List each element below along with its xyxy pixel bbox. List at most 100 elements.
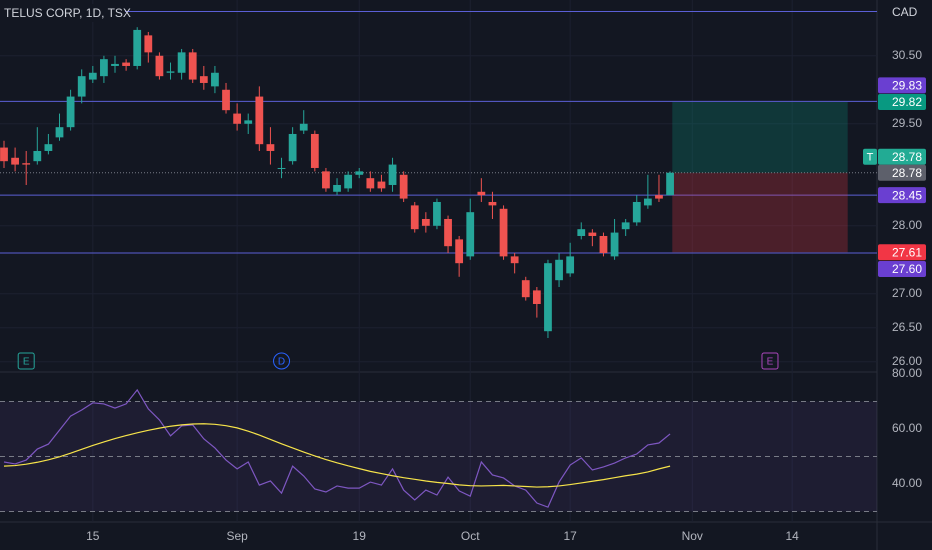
y-tick-label: 80.00 bbox=[892, 366, 922, 380]
candle-body bbox=[277, 167, 286, 169]
candle-body bbox=[355, 171, 364, 175]
candle-body bbox=[544, 263, 552, 332]
header-bg bbox=[0, 4, 125, 22]
candle-body bbox=[188, 52, 197, 80]
candle-body bbox=[333, 184, 341, 192]
candle-body bbox=[599, 235, 608, 253]
price-badge bbox=[878, 164, 926, 181]
candle-body bbox=[211, 72, 219, 87]
candle-body bbox=[632, 201, 641, 223]
candle-body bbox=[177, 52, 186, 73]
x-tick-label: Oct bbox=[461, 529, 480, 543]
candle-body bbox=[166, 71, 175, 73]
candle-body bbox=[199, 76, 208, 83]
x-tick-label: 14 bbox=[786, 529, 800, 543]
candle-body bbox=[88, 72, 97, 80]
price-badge bbox=[878, 77, 926, 94]
candle-body bbox=[566, 256, 575, 274]
y-tick-label: 60.00 bbox=[892, 421, 922, 435]
candle-body bbox=[621, 222, 630, 230]
x-tick-label: 19 bbox=[353, 529, 367, 543]
candle-body bbox=[255, 96, 264, 145]
rsi-line bbox=[3, 388, 671, 508]
currency-label: CAD bbox=[892, 5, 918, 19]
candle-body bbox=[377, 181, 386, 189]
y-tick-label: 40.00 bbox=[892, 476, 922, 490]
price-badge-label: 28.45 bbox=[892, 188, 922, 202]
candle-body bbox=[521, 280, 530, 298]
x-tick-label: Nov bbox=[682, 529, 703, 543]
candle-body bbox=[444, 218, 452, 247]
candle-body bbox=[666, 172, 674, 196]
price-badge bbox=[878, 148, 926, 165]
candle-body bbox=[610, 232, 619, 257]
candle-body bbox=[366, 178, 375, 189]
candle-body bbox=[44, 144, 53, 151]
candle-body bbox=[222, 89, 230, 111]
candle-body bbox=[299, 123, 308, 131]
candle-body bbox=[111, 63, 119, 66]
candle-body bbox=[433, 201, 441, 226]
candle-body bbox=[122, 62, 130, 66]
price-badge bbox=[878, 187, 926, 204]
currency-bg bbox=[878, 2, 932, 24]
price-badge bbox=[878, 244, 926, 261]
y-tick-label: 27.00 bbox=[892, 286, 922, 300]
candle-body bbox=[233, 113, 242, 124]
y-tick-label: 26.00 bbox=[892, 354, 922, 368]
candle-body bbox=[499, 208, 508, 257]
price-badge-label: 27.60 bbox=[892, 262, 922, 276]
event-marker bbox=[273, 352, 291, 370]
price-badge-label: 29.83 bbox=[892, 79, 922, 93]
event-label: E bbox=[23, 357, 30, 368]
candle-body bbox=[588, 232, 597, 236]
candle-body bbox=[577, 229, 586, 236]
candle-body bbox=[410, 205, 419, 230]
candle-body bbox=[100, 59, 108, 77]
price-badge bbox=[878, 260, 926, 277]
event-label: E bbox=[767, 357, 774, 368]
candle-body bbox=[66, 96, 75, 128]
candle-body bbox=[310, 133, 319, 168]
candle-body bbox=[155, 55, 164, 77]
x-tick-label: Sep bbox=[226, 529, 248, 543]
candle-body bbox=[466, 212, 475, 257]
price-badge-label: 28.78 bbox=[892, 166, 922, 180]
candle-body bbox=[266, 144, 275, 151]
candle-body bbox=[477, 191, 486, 196]
candle-body bbox=[288, 133, 297, 162]
candle-body bbox=[22, 163, 31, 165]
candle-body bbox=[0, 147, 8, 162]
candle-body bbox=[532, 290, 541, 304]
rsi-line bbox=[3, 423, 671, 488]
price-badge-label: 28.78 bbox=[892, 150, 922, 164]
event-marker bbox=[761, 352, 779, 370]
chart-title: TELUS CORP, 1D, TSX bbox=[4, 6, 131, 20]
y-tick-label: 28.00 bbox=[892, 218, 922, 232]
event-marker bbox=[17, 352, 35, 370]
candle-body bbox=[455, 239, 464, 264]
candle-body bbox=[344, 174, 353, 189]
x-tick-label: 17 bbox=[563, 529, 577, 543]
stop-zone bbox=[672, 172, 848, 253]
candle-body bbox=[399, 174, 408, 199]
price-badge bbox=[878, 94, 926, 111]
price-badge-marker bbox=[863, 148, 877, 165]
y-tick-label: 29.50 bbox=[892, 116, 922, 130]
candle-body bbox=[55, 127, 64, 138]
price-badge-marker-label: T bbox=[867, 152, 874, 164]
candle-body bbox=[11, 157, 19, 165]
y-tick-label: 30.50 bbox=[892, 48, 922, 62]
rsi-band bbox=[0, 401, 877, 512]
candle-body bbox=[322, 171, 330, 189]
y-tick-label: 26.50 bbox=[892, 320, 922, 334]
price-badge-label: 27.61 bbox=[892, 245, 922, 259]
candle-body bbox=[244, 120, 253, 124]
candle-body bbox=[33, 150, 42, 162]
candle-body bbox=[555, 259, 563, 281]
candle-body bbox=[133, 29, 142, 66]
candle-body bbox=[488, 201, 497, 206]
